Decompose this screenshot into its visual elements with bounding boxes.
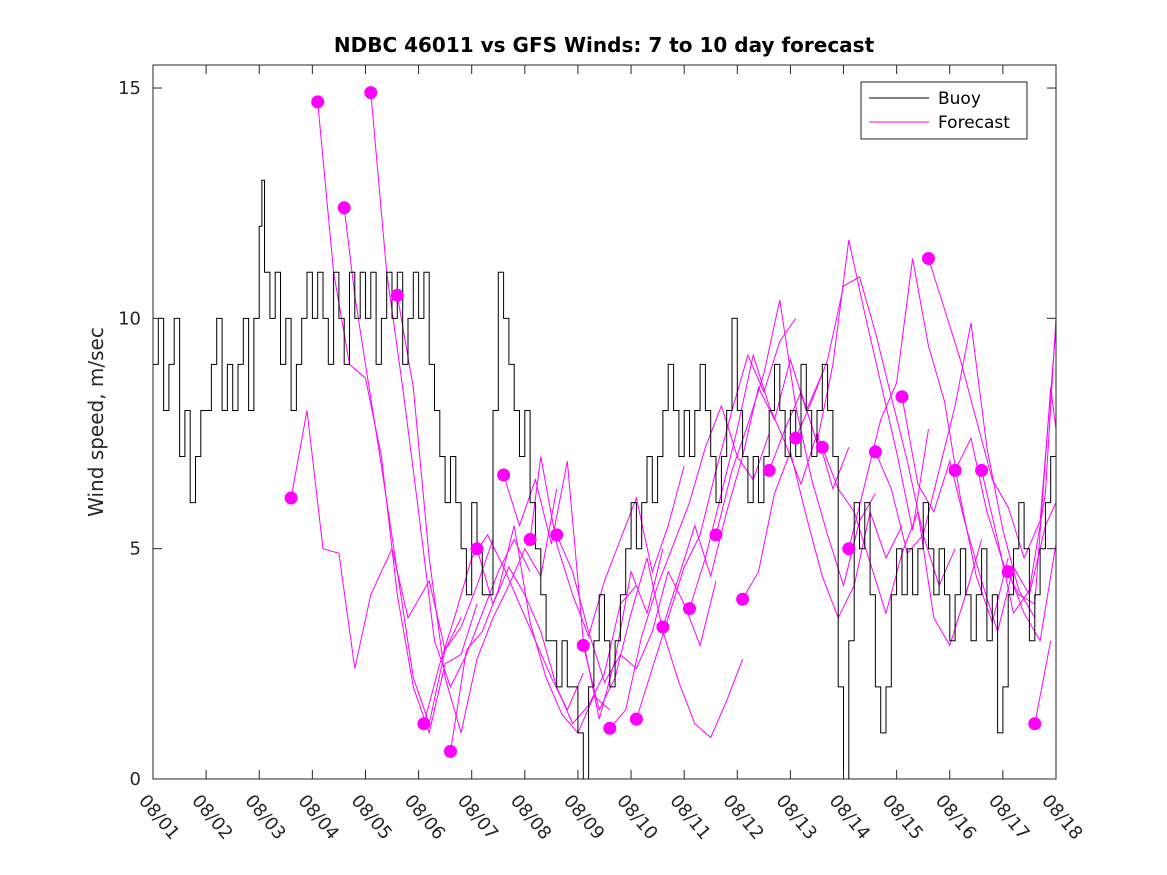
forecast-marker-17: [709, 528, 723, 542]
forecast-marker-4: [364, 86, 378, 100]
forecast-marker-24: [895, 390, 909, 404]
forecast-line-7: [450, 525, 611, 752]
forecast-marker-1: [284, 491, 298, 505]
chart-title: NDBC 46011 vs GFS Winds: 7 to 10 day for…: [334, 33, 875, 57]
forecast-marker-3: [337, 201, 351, 215]
forecast-markers-group: [284, 86, 1042, 758]
forecast-marker-8: [470, 542, 484, 556]
forecast-marker-6: [417, 717, 431, 731]
forecast-marker-15: [656, 620, 670, 634]
forecast-line-19: [768, 239, 929, 531]
forecast-marker-14: [629, 712, 643, 726]
forecast-marker-13: [603, 721, 617, 735]
forecast-marker-9: [497, 468, 511, 482]
forecast-line-3: [343, 207, 494, 726]
plot-area: [153, 65, 1056, 779]
buoy-line: [153, 179, 1056, 779]
forecast-marker-27: [975, 463, 989, 477]
forecast-line-10: [529, 456, 685, 638]
buoy-series-group: [153, 179, 1056, 779]
forecast-marker-23: [868, 445, 882, 459]
y-tick-label: 10: [118, 308, 141, 329]
forecast-marker-16: [683, 602, 696, 616]
forecast-marker-28: [1001, 565, 1015, 579]
legend-box: [860, 81, 1028, 140]
forecast-marker-5: [390, 288, 404, 302]
forecast-marker-11: [550, 528, 564, 542]
forecast-marker-26: [948, 463, 962, 477]
forecast-marker-2: [311, 95, 325, 109]
legend-forecast-label: Forecast: [938, 113, 1010, 133]
forecast-line-27: [981, 318, 1056, 615]
forecast-line-23: [874, 322, 1036, 619]
forecast-marker-25: [922, 252, 935, 265]
y-tick-label: 15: [118, 78, 141, 99]
forecast-line-5: [396, 295, 558, 734]
legend: Buoy Forecast: [860, 81, 1028, 140]
forecast-marker-22: [842, 542, 856, 556]
forecast-marker-20: [789, 431, 803, 445]
forecast-marker-18: [736, 592, 750, 606]
y-axis-label: Wind speed, m/sec: [84, 327, 108, 517]
legend-buoy-label: Buoy: [938, 89, 981, 109]
forecast-line-13: [609, 404, 770, 729]
forecast-line-28: [1007, 544, 1056, 643]
forecast-marker-10: [523, 533, 537, 546]
y-axis: 0 5 10 15: [118, 78, 1056, 790]
forecast-line-29: [1034, 640, 1052, 724]
plot-frame: [152, 64, 1057, 780]
y-tick-label: 5: [130, 539, 141, 560]
forecast-line-18: [742, 450, 903, 620]
forecast-marker-29: [1028, 717, 1042, 731]
forecast-marker-19: [762, 463, 776, 477]
forecast-line-4: [370, 92, 531, 689]
forecast-marker-21: [815, 440, 829, 454]
forecast-line-1: [290, 410, 462, 669]
forecast-marker-12: [576, 638, 590, 652]
forecast-line-25: [928, 258, 1056, 560]
forecast-marker-7: [444, 744, 457, 758]
forecast-line-11: [556, 534, 717, 684]
y-tick-label: 0: [130, 769, 141, 790]
